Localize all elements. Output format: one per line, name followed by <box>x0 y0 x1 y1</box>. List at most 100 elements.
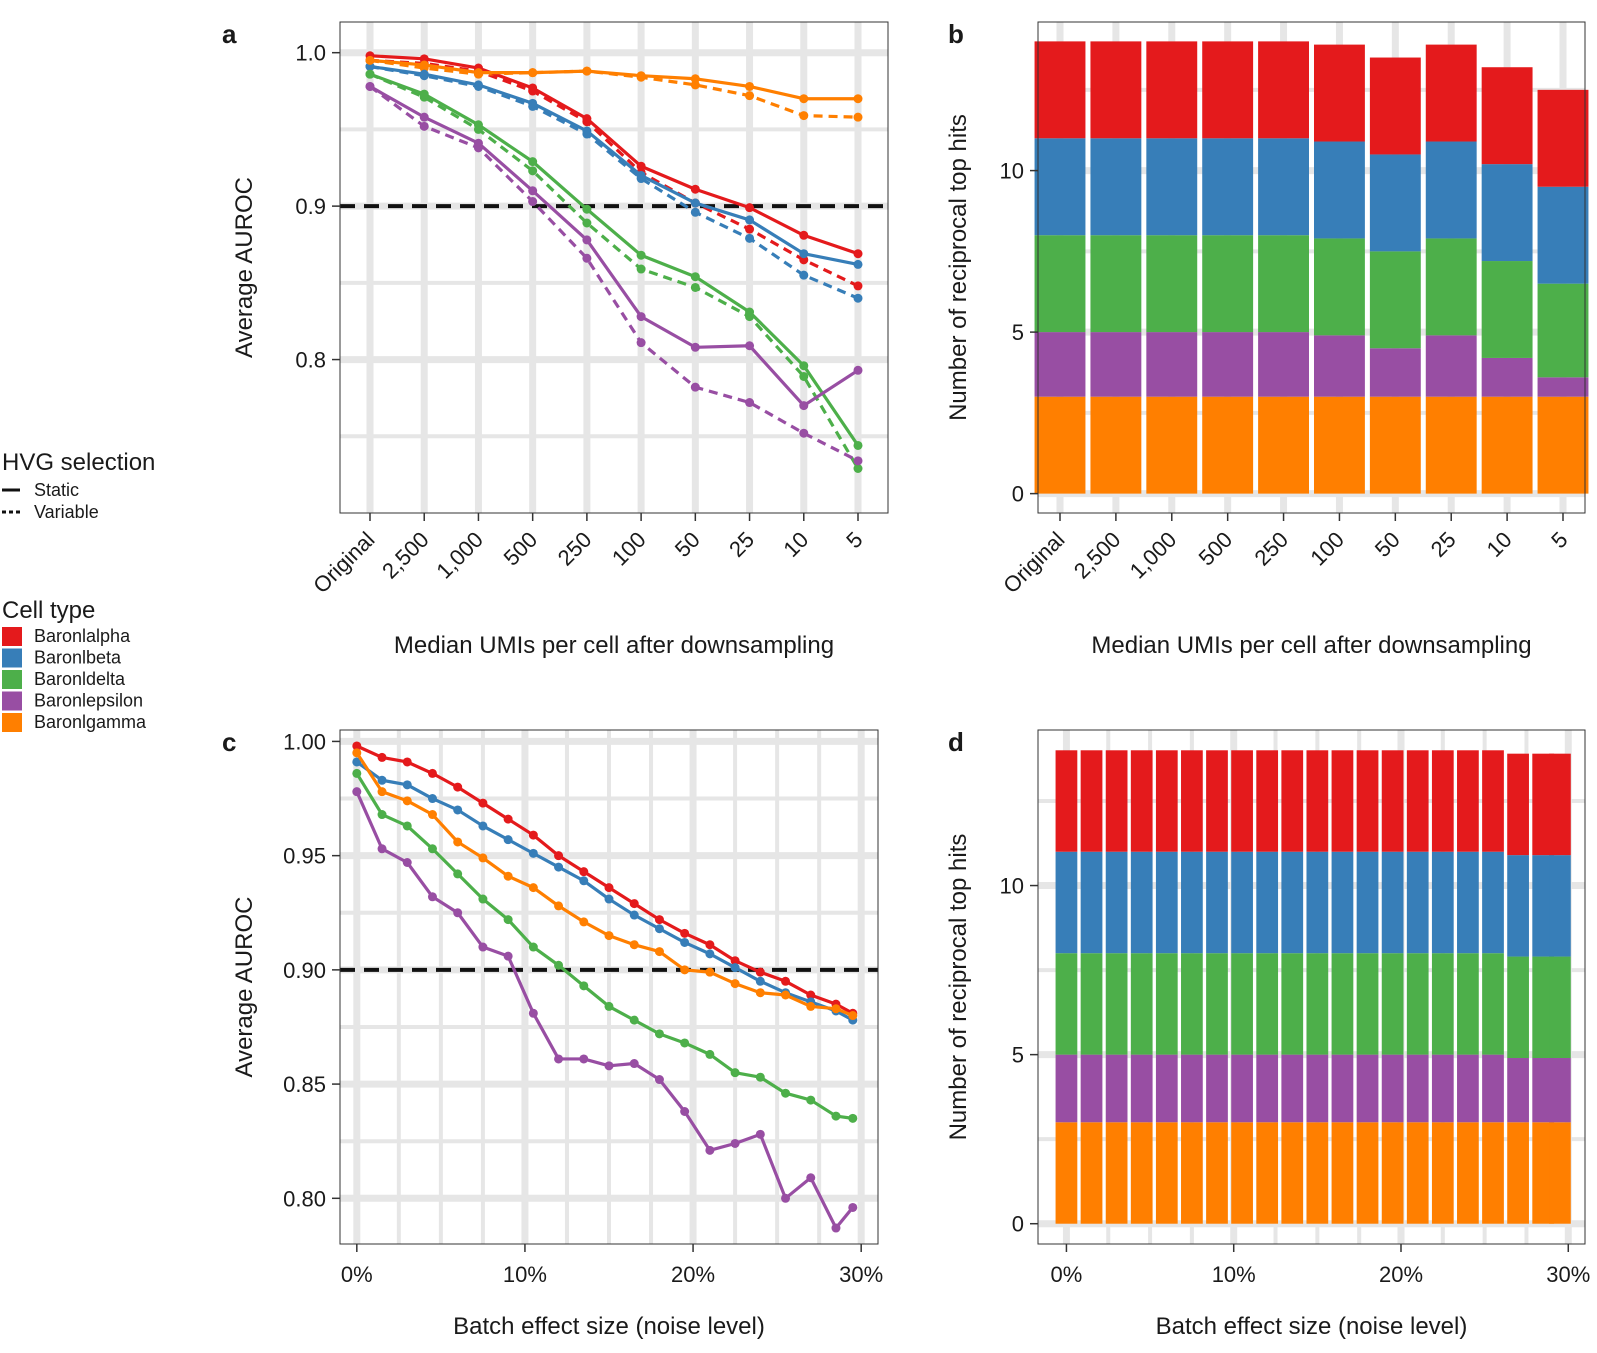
data-point <box>745 224 755 234</box>
bar-segment-baronlepsilon <box>1425 335 1477 397</box>
data-point <box>579 1054 589 1064</box>
y-axis-title: Number of reciprocal top hits <box>945 834 972 1141</box>
plot-border <box>1037 729 1586 1245</box>
data-point <box>680 965 690 975</box>
data-point <box>419 112 429 122</box>
legend-swatch <box>2 627 22 646</box>
bar-segment-baronlgamma <box>1549 1122 1571 1224</box>
data-point <box>582 218 592 228</box>
legend-swatch <box>2 670 22 689</box>
plot-border <box>1037 21 1586 514</box>
bar-segment-baronldelta <box>1431 953 1454 1055</box>
data-point <box>427 892 437 902</box>
data-point <box>654 924 664 934</box>
stacked-bar <box>1537 89 1589 494</box>
y-axis-title: Average AUROC <box>231 177 258 358</box>
bar-segment-baronlgamma <box>1034 396 1086 494</box>
data-point <box>799 230 809 240</box>
data-point <box>690 207 700 217</box>
bar-segment-baronldelta <box>1181 953 1203 1055</box>
series-baronlgamma <box>352 748 858 1021</box>
data-point <box>853 293 863 303</box>
data-point <box>690 342 700 352</box>
bar-segment-baronlbeta <box>1369 154 1421 252</box>
stacked-bar <box>1105 750 1128 1224</box>
stacked-bar <box>1055 750 1078 1224</box>
bar-segment-baronldelta <box>1507 956 1529 1059</box>
data-point <box>604 931 614 941</box>
data-point <box>705 940 715 950</box>
stacked-bar <box>1090 41 1142 494</box>
x-tick-label: 10 <box>1482 527 1517 562</box>
data-point <box>654 1075 664 1085</box>
bar-segment-baronlbeta <box>1549 855 1571 957</box>
data-point <box>528 883 538 893</box>
bar-segment-baronlgamma <box>1231 1122 1253 1224</box>
data-point <box>853 94 863 104</box>
stacked-bar <box>1549 753 1571 1224</box>
bar-segment-baronlbeta <box>1314 141 1365 239</box>
data-point <box>582 114 592 124</box>
data-point <box>528 942 538 952</box>
data-point <box>755 1129 765 1139</box>
bar-segment-baronldelta <box>1256 953 1279 1055</box>
data-point <box>579 876 589 886</box>
bar-segment-baronlepsilon <box>1281 1054 1304 1123</box>
bar-segment-baronlalpha <box>1457 750 1479 852</box>
bar-segment-baronlalpha <box>1425 44 1477 142</box>
data-point <box>629 1059 639 1069</box>
bar-segment-baronldelta <box>1090 235 1142 333</box>
bar-segment-baronlepsilon <box>1105 1054 1128 1123</box>
data-point <box>503 871 513 881</box>
bar-segment-baronldelta <box>1231 953 1253 1055</box>
data-point <box>745 233 755 243</box>
data-point <box>503 814 513 824</box>
y-tick-label: 1.0 <box>295 41 326 66</box>
data-point <box>853 365 863 375</box>
data-point <box>528 1008 538 1018</box>
x-tick-label: Original <box>998 527 1069 598</box>
bar-segment-baronlalpha <box>1431 750 1454 852</box>
legend-swatch <box>2 713 22 732</box>
data-point <box>745 341 755 351</box>
y-tick-label: 10 <box>1000 874 1024 899</box>
bar-segment-baronlalpha <box>1206 750 1228 852</box>
x-tick-label: 20% <box>1379 1262 1423 1287</box>
bar-segment-baronlgamma <box>1406 1122 1429 1224</box>
data-point <box>402 757 412 767</box>
data-point <box>453 782 463 792</box>
x-tick-label: 2,500 <box>377 527 434 584</box>
bar-segment-baronlalpha <box>1314 44 1365 142</box>
x-tick-label: Original <box>308 527 379 598</box>
bar-segment-baronlgamma <box>1369 396 1421 494</box>
data-point <box>853 281 863 291</box>
bar-segment-baronlepsilon <box>1406 1054 1429 1123</box>
bar-segment-baronlgamma <box>1481 396 1533 494</box>
data-point <box>853 112 863 122</box>
data-point <box>705 967 715 977</box>
bar-segment-baronlbeta <box>1482 851 1504 954</box>
x-tick-label: 5 <box>1546 527 1572 553</box>
bar-segment-baronldelta <box>1314 238 1365 336</box>
data-point <box>478 798 488 808</box>
bar-segment-baronlalpha <box>1482 750 1504 852</box>
bar-segment-baronlalpha <box>1507 753 1529 856</box>
stacked-bar <box>1314 44 1365 494</box>
data-point <box>806 1001 816 1011</box>
bar-segment-baronlgamma <box>1258 396 1309 494</box>
data-point <box>582 204 592 214</box>
stacked-bar <box>1356 750 1379 1224</box>
data-point <box>473 120 483 130</box>
panel-b-reciprocal-hits-downsampling: b 0 5 10 Original 2,500 1,000 500 250 100 50 25 10 5 M… <box>945 19 1589 659</box>
bar-segment-baronlbeta <box>1105 851 1128 954</box>
bar-segment-baronlalpha <box>1202 41 1254 139</box>
bar-segment-baronlalpha <box>1155 750 1178 852</box>
data-point <box>629 910 639 920</box>
bar-segment-baronlepsilon <box>1146 332 1198 397</box>
plot-border <box>339 21 889 514</box>
bar-segment-baronldelta <box>1306 953 1329 1055</box>
data-point <box>453 837 463 847</box>
data-point <box>503 951 513 961</box>
